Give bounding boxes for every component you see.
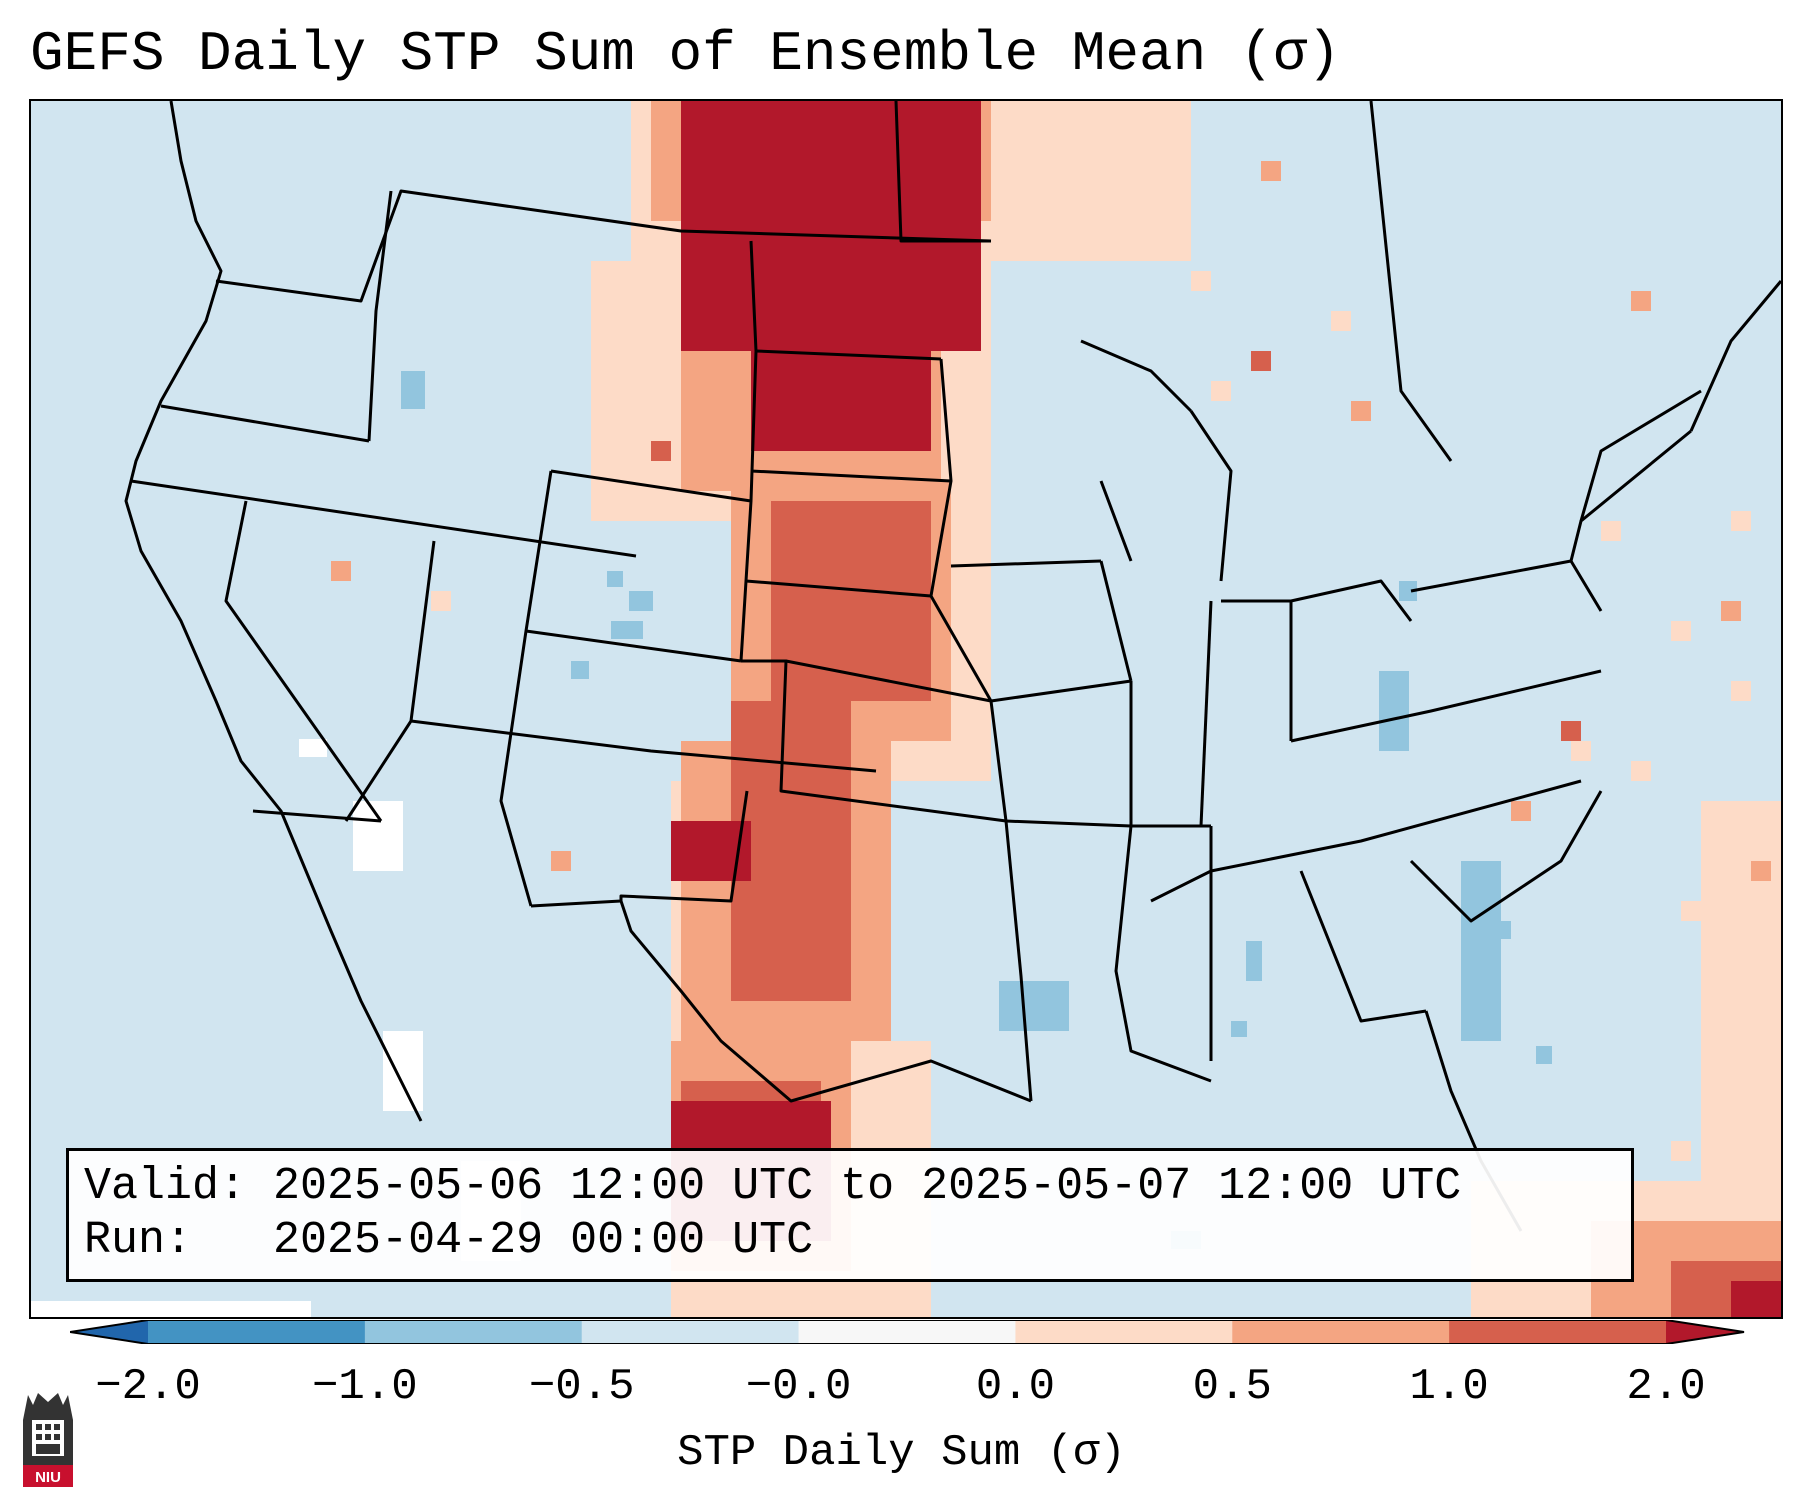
stp-cell	[1721, 601, 1741, 621]
colorbar-tick-label: 1.0	[1409, 1362, 1489, 1412]
colorbar-low-extension	[70, 1320, 148, 1344]
stp-cell	[1731, 1281, 1781, 1317]
map-canvas	[31, 101, 1781, 1317]
colorbar-segments	[148, 1320, 1667, 1344]
run-row: Run: 2025-04-29 00:00 UTC	[84, 1215, 813, 1266]
colorbar-segment	[1015, 1320, 1233, 1344]
colorbar-tick-label: −0.5	[528, 1362, 635, 1412]
run-label: Run:	[84, 1215, 193, 1266]
valid-value: 2025-05-06 12:00 UTC to 2025-05-07 12:00…	[273, 1161, 1462, 1212]
stp-cell	[1561, 721, 1581, 741]
colorbar	[70, 1320, 1745, 1344]
colorbar-segment	[798, 1320, 1016, 1344]
stp-cell	[1191, 271, 1211, 291]
stp-cell	[771, 501, 931, 701]
stp-cell	[1331, 311, 1351, 331]
validity-info-box: Valid: 2025-05-06 12:00 UTC to 2025-05-0…	[66, 1148, 1634, 1282]
colorbar-label: STP Daily Sum (σ)	[677, 1428, 1126, 1478]
stp-cell	[1631, 291, 1651, 311]
stp-cell	[1671, 621, 1691, 641]
colorbar-high-extension	[1666, 1320, 1744, 1344]
stp-cell	[1751, 861, 1771, 881]
stp-cell	[1511, 801, 1531, 821]
stp-cell	[651, 441, 671, 461]
stp-cell	[1571, 741, 1591, 761]
stp-cell	[1671, 1141, 1691, 1161]
colorbar-tick-label: 0.0	[975, 1362, 1056, 1412]
stp-cell	[1681, 901, 1701, 921]
svg-text:NIU: NIU	[35, 1469, 61, 1486]
stp-cell	[431, 591, 451, 611]
valid-label: Valid:	[84, 1161, 247, 1212]
stp-cell	[1731, 511, 1751, 531]
stp-cell	[1211, 381, 1231, 401]
stp-cell	[1631, 761, 1651, 781]
stp-cell	[1731, 981, 1751, 1001]
niu-logo-icon: NIU	[23, 1393, 73, 1487]
stp-cell	[1251, 351, 1271, 371]
colorbar-segment	[581, 1320, 800, 1344]
stp-cell	[751, 351, 931, 451]
run-value: 2025-04-29 00:00 UTC	[273, 1215, 814, 1266]
stp-cell	[1261, 161, 1281, 181]
stp-cell	[681, 101, 981, 351]
stp-cell	[1601, 521, 1621, 541]
stp-cell	[331, 561, 351, 581]
colorbar-tick-label: −2.0	[95, 1362, 201, 1412]
colorbar-tick-label: 2.0	[1626, 1362, 1706, 1412]
colorbar-segment	[1232, 1320, 1450, 1344]
stp-cell	[551, 851, 571, 871]
stp-cell	[1351, 401, 1371, 421]
colorbar-segment	[1449, 1320, 1667, 1344]
map-panel	[29, 99, 1783, 1319]
stp-cell	[1731, 681, 1751, 701]
colorbar-tick-label: 0.5	[1192, 1362, 1272, 1412]
colorbar-segment	[364, 1320, 583, 1344]
valid-row: Valid: 2025-05-06 12:00 UTC to 2025-05-0…	[84, 1161, 1461, 1212]
chart-title: GEFS Daily STP Sum of Ensemble Mean (σ)	[30, 22, 1341, 86]
colorbar-segment	[148, 1320, 366, 1344]
stp-anomaly-cells	[331, 101, 1781, 1317]
colorbar-tick-label: −0.0	[745, 1362, 852, 1412]
colorbar-tick-label: −1.0	[312, 1362, 418, 1412]
